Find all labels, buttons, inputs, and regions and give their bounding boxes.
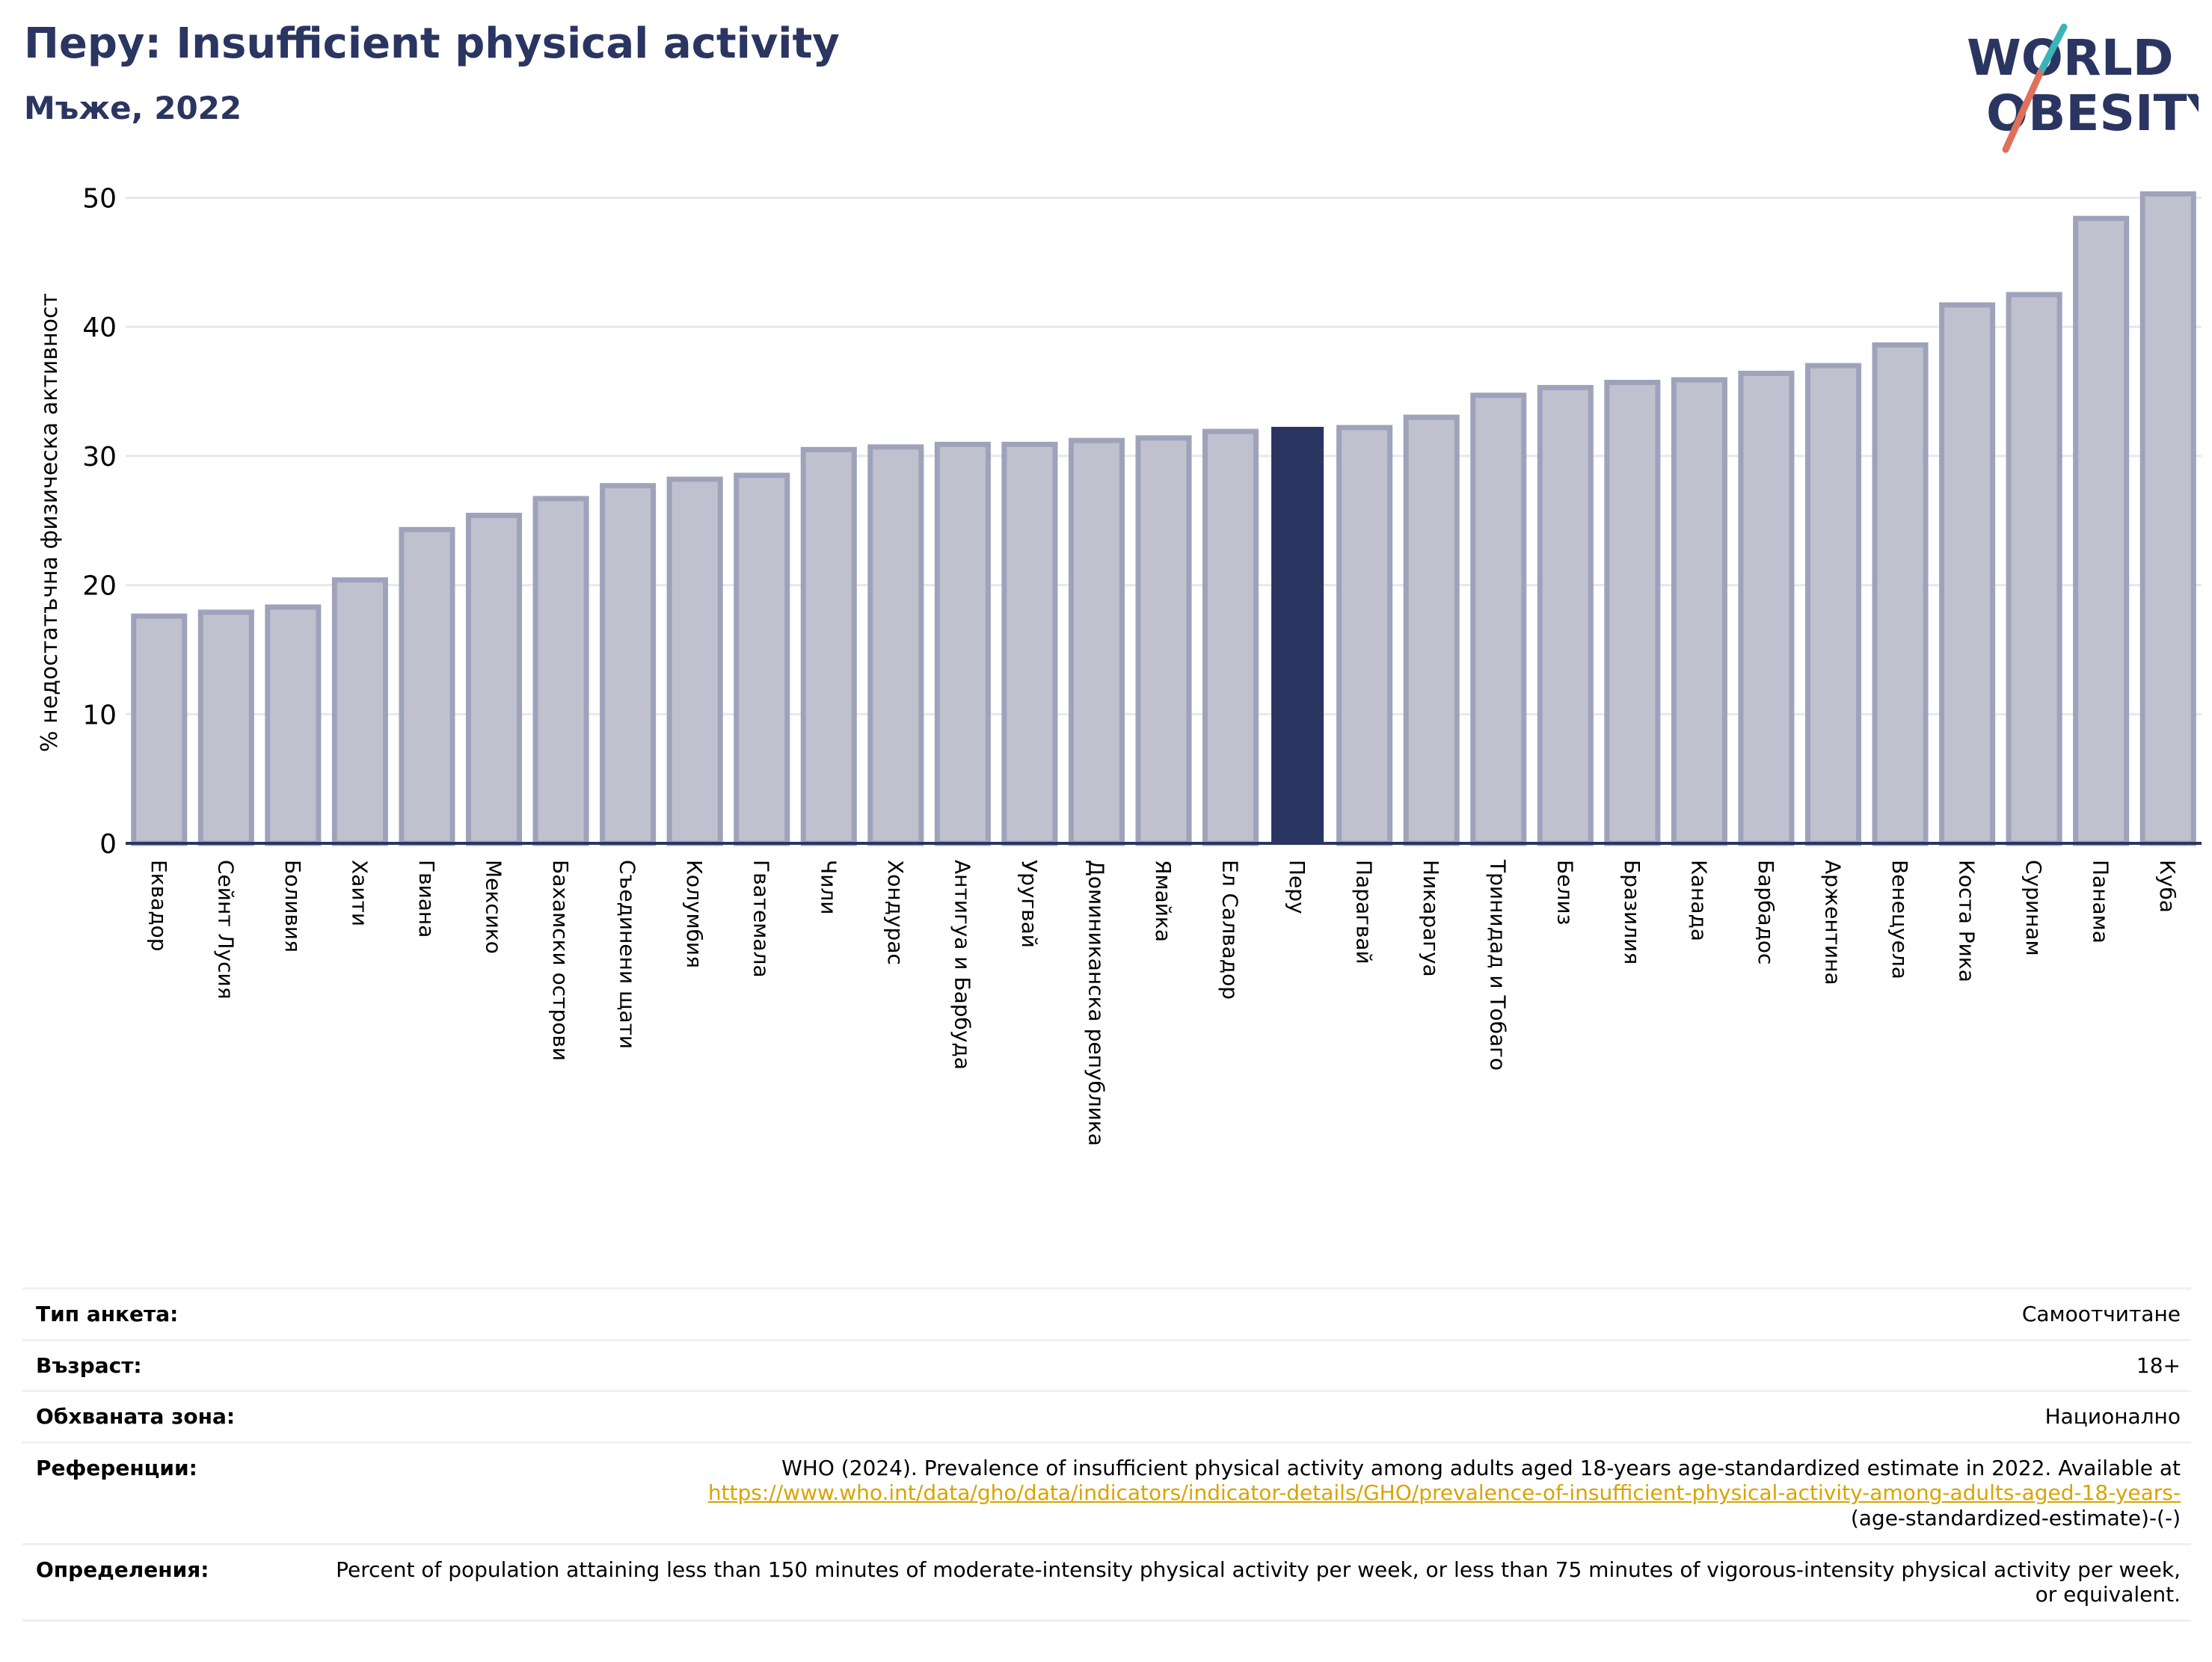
info-value-references: WHO (2024). Prevalence of insufficient p…: [708, 1456, 2181, 1531]
bar: [399, 526, 455, 846]
x-tick-label: Канада: [1686, 860, 1711, 941]
info-row-definitions: Определения: Percent of population attai…: [22, 1542, 2191, 1622]
x-tick-label: Суринам: [2021, 860, 2046, 956]
x-tick-label: Венецуела: [1887, 860, 1912, 979]
info-row-survey-type: Тип анкета: Самоотчитане: [22, 1287, 2191, 1339]
x-tick-label: Перу: [1285, 860, 1309, 914]
chart-title: Перу: Insufficient physical activity: [24, 19, 840, 68]
x-tick-label: Барбадос: [1754, 860, 1778, 964]
x-tick-label: Мексико: [482, 860, 506, 954]
x-tick-label: Панама: [2089, 860, 2113, 944]
y-tick-label: 0: [99, 829, 117, 860]
info-table: Тип анкета: Самоотчитане Възраст: 18+ Об…: [22, 1287, 2191, 1622]
bar: [666, 476, 723, 846]
reference-text: WHO (2024). Prevalence of insufficient p…: [781, 1455, 2181, 1480]
x-tick-label: Доминиканска република: [1084, 860, 1108, 1146]
x-tick-label: Куба: [2155, 860, 2180, 913]
bar: [1872, 342, 1929, 846]
x-tick-label: Чили: [816, 860, 841, 915]
bar: [1804, 363, 1862, 846]
bar: [1738, 370, 1795, 846]
y-tick-label: 30: [82, 442, 117, 473]
x-tick-label: Еквадор: [147, 860, 171, 952]
x-tick-label: Парагвай: [1352, 860, 1377, 964]
bar: [265, 604, 322, 846]
info-row-area: Обхваната зона: Национално: [22, 1390, 2191, 1441]
info-value: Percent of population attaining less tha…: [336, 1557, 2181, 1607]
bar: [131, 613, 188, 846]
chart-subtitle: Мъже, 2022: [24, 90, 242, 126]
info-value: Национално: [2044, 1404, 2181, 1429]
bar: [1470, 393, 1527, 846]
x-tick-label: Хаити: [347, 860, 372, 926]
info-row-age: Възраст: 18+: [22, 1338, 2191, 1391]
bar: [1336, 425, 1393, 846]
world-obesity-logo: WORLD OBESITY: [1967, 23, 2199, 153]
reference-link[interactable]: https://www.who.int/data/gho/data/indica…: [707, 1480, 2181, 1506]
info-label: Референции:: [36, 1455, 197, 1480]
bar: [2139, 191, 2196, 846]
x-tick-label: Бразилия: [1620, 860, 1644, 964]
bar: [867, 444, 924, 846]
bar: [1537, 384, 1594, 846]
x-tick-label: Боливия: [280, 860, 305, 952]
x-tick-label: Гватемала: [749, 860, 774, 978]
bar: [2073, 215, 2130, 846]
reference-text-end: (age-standardized-estimate)-(-): [1850, 1505, 2181, 1530]
info-label: Определения:: [36, 1557, 209, 1582]
bar: [2006, 292, 2062, 846]
x-tick-label: Колумбия: [682, 860, 707, 968]
bar: [331, 577, 388, 846]
x-tick-label: Сейнт Лусия: [213, 860, 238, 1000]
bar: [1001, 441, 1058, 846]
bar: [734, 473, 790, 846]
x-tick-label: Тринидад и Тобаго: [1486, 859, 1511, 1071]
bar: [800, 446, 857, 846]
logo-word-world: WORLD: [1967, 29, 2174, 87]
info-row-references: Референции: WHO (2024). Prevalence of in…: [22, 1441, 2191, 1543]
x-tick-label: Съединени щати: [615, 860, 640, 1049]
x-tick-label: Коста Рика: [1955, 860, 1979, 982]
y-tick-label: 20: [82, 571, 117, 602]
info-label: Обхваната зона:: [36, 1404, 236, 1429]
y-tick-label: 40: [82, 313, 117, 343]
bar: [532, 496, 589, 846]
bar: [1939, 302, 1996, 846]
x-tick-label: Белиз: [1552, 860, 1577, 925]
info-value: Самоотчитане: [2021, 1302, 2181, 1326]
bar: [1135, 435, 1192, 846]
x-tick-label: Антигуа и Барбуда: [950, 860, 974, 1070]
x-tick-label: Уругвай: [1017, 860, 1042, 948]
bar: [1671, 377, 1727, 846]
info-label: Възраст:: [36, 1352, 142, 1378]
bar: [197, 609, 254, 846]
x-tick-label: Никарагуа: [1419, 860, 1443, 977]
y-axis-label: % недостатъчна физическа активност: [37, 293, 63, 752]
x-tick-label: Хондурас: [883, 860, 908, 965]
bar: [934, 441, 991, 846]
info-value: 18+: [2136, 1352, 2181, 1378]
bar: [465, 512, 523, 846]
bar: [600, 483, 657, 846]
x-tick-label: Бахамски острови: [548, 860, 573, 1061]
x-tick-label: Ямайка: [1151, 860, 1176, 942]
bar: [1604, 379, 1661, 846]
bar: [1068, 437, 1125, 846]
x-tick-label: Аржентина: [1820, 860, 1845, 985]
x-tick-label: Ел Салвадор: [1218, 860, 1243, 1000]
bar: [1202, 428, 1259, 846]
bar-chart: 0 10 20 30 40 50 % недостатъчна физическа акти…: [37, 184, 2202, 1146]
bar-highlight: [1271, 426, 1324, 844]
y-tick-label: 50: [82, 184, 117, 215]
y-tick-label: 10: [82, 700, 117, 730]
info-label: Тип анкета:: [36, 1302, 179, 1326]
bar: [1403, 414, 1460, 846]
x-tick-label: Гвиана: [414, 860, 439, 938]
